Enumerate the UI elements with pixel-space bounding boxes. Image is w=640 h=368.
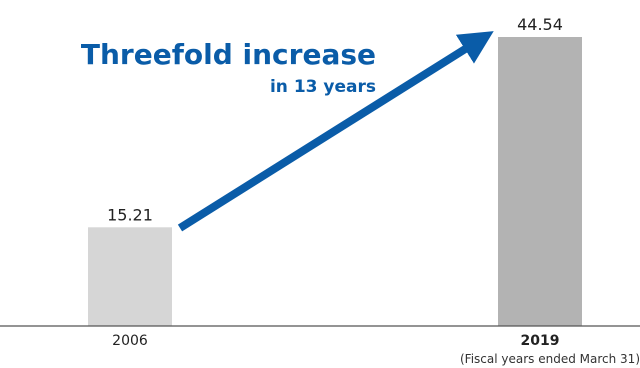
fiscal-year-note: (Fiscal years ended March 31) (460, 352, 640, 366)
value-label-2019: 44.54 (517, 15, 563, 34)
value-label-2006: 15.21 (107, 205, 153, 224)
tick-label-2006: 2006 (112, 333, 148, 349)
annotation-headline: Threefold increase (81, 38, 376, 71)
bar-2006 (88, 227, 172, 326)
growth-arrow (177, 31, 494, 232)
annotation-subline: in 13 years (270, 77, 376, 97)
tick-label-2019: 2019 (521, 333, 560, 349)
bars-layer (88, 37, 582, 326)
labels-layer: 15.21 2006 44.54 2019 (107, 15, 563, 349)
bar-2019 (498, 37, 582, 326)
